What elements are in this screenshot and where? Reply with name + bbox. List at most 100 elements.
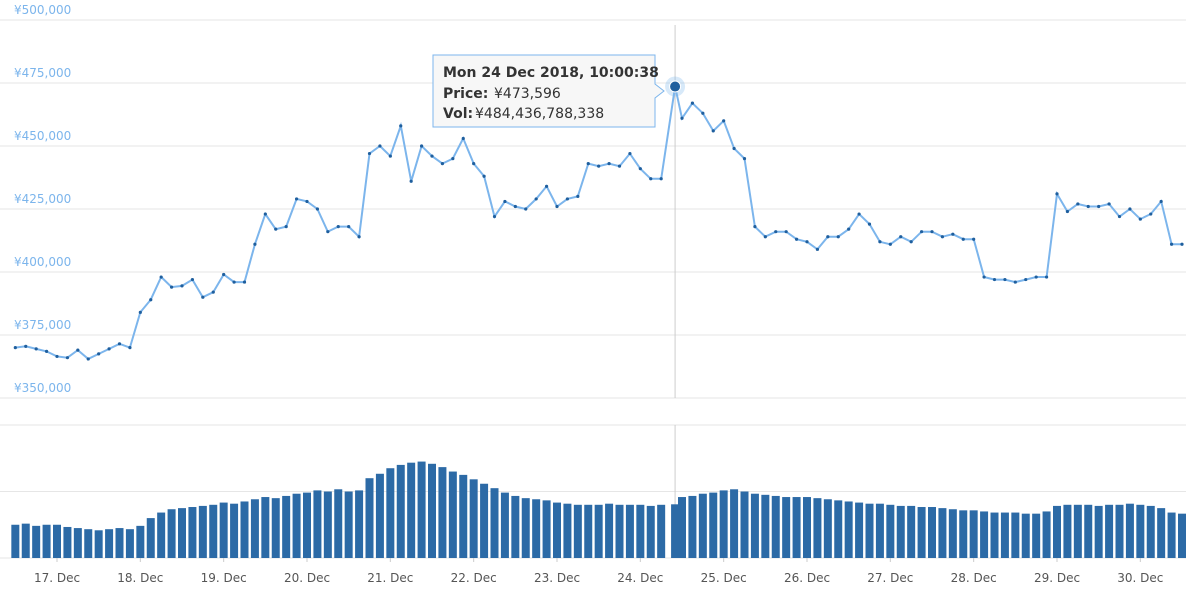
point — [107, 347, 111, 351]
point — [972, 237, 976, 241]
point — [211, 290, 215, 294]
point — [451, 157, 455, 161]
point — [597, 164, 601, 168]
point — [1034, 275, 1038, 279]
volume-bar — [990, 512, 999, 558]
point — [1149, 212, 1153, 216]
volume-bar — [511, 495, 520, 558]
volume-bar — [1000, 512, 1009, 558]
point — [794, 237, 799, 241]
volume-bar — [271, 498, 280, 558]
volume-bar — [1011, 512, 1020, 558]
volume-bar — [240, 501, 249, 558]
volume-bar — [323, 491, 332, 558]
point — [138, 310, 142, 314]
point — [1055, 192, 1059, 196]
volume-bar — [282, 495, 291, 558]
point — [159, 275, 163, 279]
volume-bar — [740, 491, 749, 558]
point — [482, 174, 486, 178]
volume-bar — [750, 493, 759, 558]
x-tick-label: 17. Dec — [34, 571, 80, 585]
point — [440, 162, 445, 166]
volume-bar — [688, 495, 697, 558]
point — [65, 356, 70, 360]
tooltip-date: Mon 24 Dec 2018, 10:00:38 — [443, 65, 659, 81]
point — [1180, 242, 1184, 246]
point — [367, 151, 372, 156]
volume-bar — [584, 504, 593, 558]
point — [128, 346, 132, 350]
point — [86, 357, 90, 361]
volume-bar — [771, 495, 780, 558]
point — [680, 116, 684, 120]
point — [763, 235, 767, 239]
point — [961, 237, 965, 241]
tooltip-price-label: Price: — [443, 86, 488, 102]
tooltip-vol-label: Vol: — [443, 106, 473, 122]
point — [461, 136, 465, 141]
x-tick-label: 26. Dec — [784, 571, 830, 585]
x-tick-label: 30. Dec — [1117, 571, 1163, 585]
point — [326, 230, 330, 234]
x-tick-label: 21. Dec — [367, 571, 413, 585]
volume-bar — [834, 500, 843, 558]
point — [628, 151, 632, 156]
volume-bar — [605, 503, 614, 558]
volume-bar — [1042, 511, 1051, 558]
x-tick-label: 19. Dec — [201, 571, 247, 585]
point — [1138, 217, 1142, 221]
point — [940, 235, 945, 239]
point — [826, 235, 830, 239]
point — [190, 277, 195, 282]
volume-bar — [480, 483, 489, 558]
point — [232, 280, 236, 284]
point — [347, 225, 351, 229]
volume-bar — [671, 504, 680, 558]
point — [222, 272, 226, 277]
point — [44, 349, 49, 353]
volume-bar — [490, 488, 499, 558]
point — [784, 230, 788, 234]
volume-bar — [167, 509, 176, 558]
tooltip-box — [432, 54, 665, 128]
y-tick-label: ¥375,000 — [14, 318, 71, 332]
point — [1169, 242, 1174, 246]
volume-bar — [792, 497, 801, 558]
point — [722, 119, 726, 123]
volume-bar — [448, 471, 457, 558]
volume-bar — [813, 498, 822, 558]
volume-bar — [198, 505, 207, 558]
point — [430, 154, 434, 158]
point — [97, 352, 101, 356]
point — [1159, 199, 1163, 204]
point — [284, 225, 288, 229]
point — [472, 162, 476, 166]
volume-bar — [365, 478, 374, 558]
volume-bar — [959, 510, 968, 558]
point — [1003, 277, 1007, 282]
point — [1076, 202, 1080, 206]
volume-bar — [94, 530, 103, 558]
volume-bar — [542, 500, 551, 558]
y-tick-label: ¥500,000 — [14, 3, 71, 17]
volume-bar — [594, 504, 603, 558]
volume-bar — [84, 529, 93, 558]
point — [732, 146, 736, 151]
y-tick-label: ¥450,000 — [14, 129, 71, 143]
volume-bar — [1115, 504, 1124, 558]
volume-bar — [803, 497, 811, 558]
y-tick-label: ¥425,000 — [14, 192, 71, 206]
point — [544, 184, 549, 188]
volume-bar — [615, 504, 624, 558]
volume-bar — [875, 503, 884, 558]
point — [55, 354, 59, 359]
volume-bar — [11, 524, 20, 558]
volume-bar — [53, 524, 61, 558]
volume-bar — [1157, 508, 1166, 558]
point — [13, 346, 17, 350]
point — [992, 277, 997, 282]
point — [836, 235, 840, 239]
